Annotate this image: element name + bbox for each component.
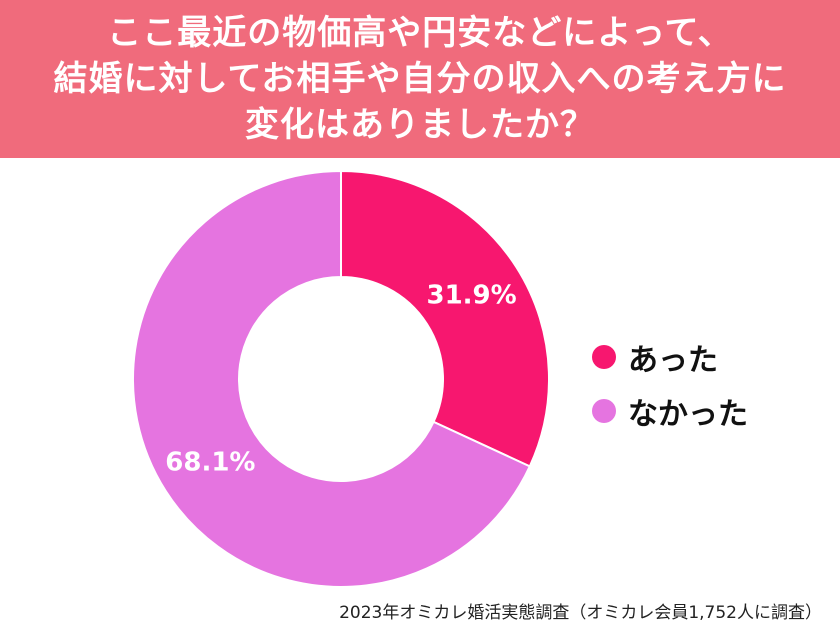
legend-swatch-1 — [592, 399, 616, 423]
title-banner: ここ最近の物価高や円安などによって、 結婚に対してお相手や自分の収入への考え方に… — [0, 0, 840, 158]
legend-item-1: なかった — [592, 384, 748, 438]
donut-slices — [132, 169, 550, 588]
legend-label-1: なかった — [628, 397, 748, 432]
legend-label-0: あった — [628, 343, 718, 378]
donut-chart: 31.9% 68.1% — [132, 169, 550, 588]
legend-item-0: あった — [592, 330, 748, 384]
slice-label-0: 31.9% — [427, 281, 517, 311]
legend: あった なかった — [592, 330, 748, 438]
slice-0 — [340, 169, 550, 468]
title-line-1: ここ最近の物価高や円安などによって、 — [107, 13, 733, 53]
source-note: 2023年オミカレ婚活実態調査（オミカレ会員1,752人に調査） — [339, 603, 822, 623]
title-line-2: 結婚に対してお相手や自分の収入への考え方に — [53, 59, 787, 99]
legend-swatch-0 — [592, 345, 616, 369]
title-line-3: 変化はありましたか？ — [245, 105, 595, 145]
slice-1 — [132, 169, 532, 588]
slice-labels: 31.9% 68.1% — [165, 281, 516, 478]
slice-label-1: 68.1% — [165, 447, 255, 477]
